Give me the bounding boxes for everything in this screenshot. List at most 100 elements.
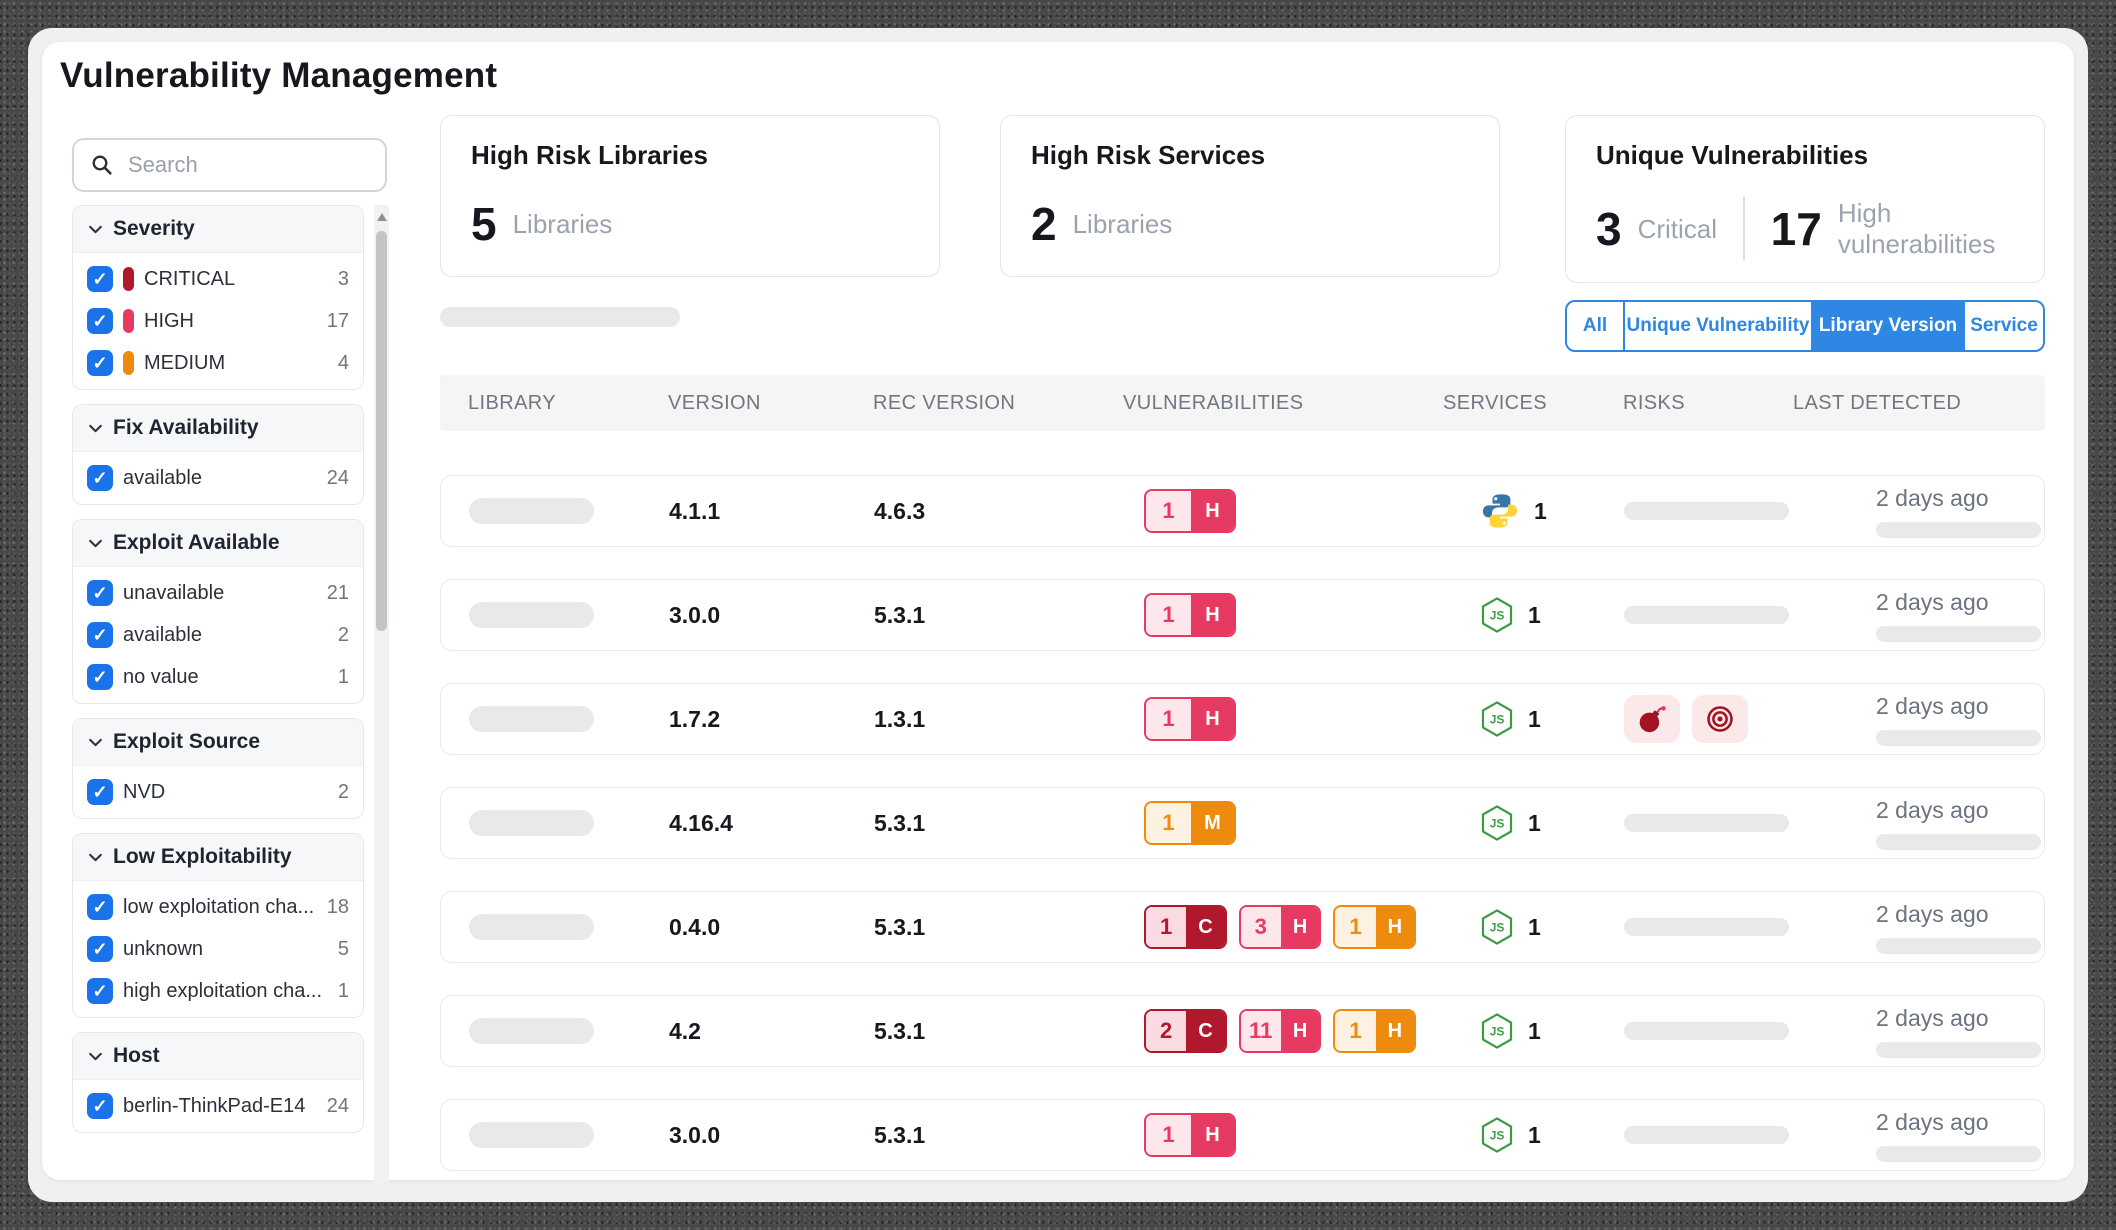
vuln-severity-letter: M	[1191, 803, 1234, 843]
filter-item: ✓ no value 1	[73, 656, 363, 698]
nodejs-icon: JS	[1480, 596, 1514, 634]
table-row[interactable]: 1.7.2 1.3.1 1 H JS 1 2 days ago	[440, 683, 2045, 755]
scrollbar-thumb[interactable]	[376, 231, 387, 631]
checkbox-checked[interactable]: ✓	[87, 266, 113, 292]
version-cell: 4.2	[669, 1017, 701, 1044]
high-risk-services-card: High Risk Services 2 Libraries	[1000, 115, 1500, 277]
risks-cell	[1596, 695, 1766, 743]
filter-item-label: unknown	[123, 937, 204, 960]
table-row[interactable]: 3.0.0 5.3.1 1 H JS 1 2 days ago	[440, 579, 2045, 651]
vulnerability-badge-high: 1 H	[1144, 1113, 1236, 1157]
severity-pill	[123, 267, 134, 291]
checkbox-checked[interactable]: ✓	[87, 1093, 113, 1119]
last-detected-skeleton	[1876, 625, 2041, 642]
rec-version-cell: 5.3.1	[874, 809, 926, 836]
high-risk-libraries-card: High Risk Libraries 5 Libraries	[440, 115, 940, 277]
filter-section-header[interactable]: Fix Availability	[73, 405, 363, 452]
checkbox-checked[interactable]: ✓	[87, 622, 113, 648]
vulnerabilities-cell: 1 H	[1096, 593, 1416, 637]
vulnerability-badge-critical: 2 C	[1144, 1009, 1227, 1053]
card-value: 5	[471, 198, 497, 250]
vuln-count: 3	[1240, 907, 1281, 947]
filter-section-header[interactable]: Host	[73, 1033, 363, 1080]
card-title: Unique Vulnerabilities	[1596, 140, 1869, 170]
filter-section-header[interactable]: Low Exploitability	[73, 834, 363, 881]
filter-item-count: 3	[337, 267, 349, 290]
nodejs-icon: JS	[1480, 700, 1514, 738]
filter-section-header[interactable]: Severity	[73, 206, 363, 253]
filter-scrollbar[interactable]	[374, 205, 389, 1183]
last-detected-skeleton	[1876, 833, 2041, 850]
search-icon	[90, 153, 114, 177]
filter-section-header[interactable]: Exploit Source	[73, 719, 363, 766]
table-row[interactable]: 0.4.0 5.3.1 1 C 3 H 1 H JS 1 2 days ago	[440, 891, 2045, 963]
service-count: 1	[1534, 497, 1547, 524]
risks-cell	[1596, 814, 1789, 832]
filter-item: ✓ berlin-ThinkPad-E14 24	[73, 1085, 363, 1127]
service-count: 1	[1528, 809, 1541, 836]
filter-item-label: MEDIUM	[144, 351, 226, 374]
table-row[interactable]: 4.1.1 4.6.3 1 H 1 2 days ago	[440, 475, 2045, 547]
risk-skeleton	[1624, 1126, 1789, 1144]
library-cell	[441, 810, 641, 836]
severity-pill	[123, 351, 134, 375]
service-count: 1	[1528, 601, 1541, 628]
rec-version-cell: 1.3.1	[874, 705, 926, 732]
tab-library-version[interactable]: Library Version	[1811, 302, 1963, 350]
filter-item-label: berlin-ThinkPad-E14	[123, 1094, 306, 1117]
table-row[interactable]: 3.0.0 5.3.1 1 H JS 1 2 days ago	[440, 1099, 2045, 1171]
vuln-count: 1	[1335, 907, 1376, 947]
last-detected-text: 2 days ago	[1876, 692, 1989, 719]
last-detected-text: 2 days ago	[1876, 1108, 1989, 1135]
svg-text:JS: JS	[1490, 921, 1505, 935]
checkbox-checked[interactable]: ✓	[87, 936, 113, 962]
chevron-down-icon	[87, 420, 104, 437]
version-cell: 4.16.4	[669, 809, 733, 836]
table-row[interactable]: 4.16.4 5.3.1 1 M JS 1 2 days ago	[440, 787, 2045, 859]
checkbox-checked[interactable]: ✓	[87, 978, 113, 1004]
card-unit: Libraries	[512, 208, 613, 239]
vuln-count: 2	[1146, 1011, 1187, 1051]
checkbox-checked[interactable]: ✓	[87, 308, 113, 334]
checkbox-checked[interactable]: ✓	[87, 894, 113, 920]
filter-item-label: HIGH	[144, 309, 194, 332]
critical-count: 3	[1596, 203, 1622, 255]
tab-unique-vulnerability[interactable]: Unique Vulnerability	[1623, 302, 1811, 350]
library-name-skeleton	[469, 1018, 594, 1044]
filter-item: ✓ available 24	[73, 457, 363, 499]
checkbox-checked[interactable]: ✓	[87, 580, 113, 606]
vulnerabilities-cell: 1 H	[1096, 1113, 1416, 1157]
filter-section-header[interactable]: Exploit Available	[73, 520, 363, 567]
vuln-severity-letter: H	[1375, 907, 1415, 947]
filter-item-count: 24	[326, 1094, 349, 1117]
checkbox-checked[interactable]: ✓	[87, 350, 113, 376]
filter-section-title: Fix Availability	[113, 416, 259, 439]
risk-skeleton	[1624, 814, 1789, 832]
filter-item: ✓ high exploitation cha... 1	[73, 970, 363, 1012]
vuln-severity-letter: H	[1191, 1115, 1234, 1155]
chevron-down-icon	[87, 849, 104, 866]
checkbox-checked[interactable]: ✓	[87, 779, 113, 805]
tab-all[interactable]: All	[1582, 315, 1608, 336]
last-detected-text: 2 days ago	[1876, 796, 1989, 823]
last-detected-cell: 2 days ago	[1766, 1109, 2046, 1162]
vulnerability-badge-high: 1 H	[1144, 593, 1236, 637]
filter-item-count: 18	[326, 895, 349, 918]
scroll-up-arrow[interactable]	[377, 213, 387, 221]
checkbox-checked[interactable]: ✓	[87, 664, 113, 690]
tab-service[interactable]: Service	[1963, 302, 2043, 350]
vuln-severity-letter: H	[1375, 1011, 1415, 1051]
table-body: 4.1.1 4.6.3 1 H 1 2 days ago 3.0.0 5.3.1…	[440, 475, 2045, 1202]
filter-section-exploit-source: Exploit Source ✓ NVD 2	[72, 718, 364, 819]
filter-item-count: 1	[337, 665, 349, 688]
vulnerability-badge-medium: 1 H	[1333, 905, 1417, 949]
services-cell: JS 1	[1416, 1012, 1596, 1050]
filter-section-fix-availability: Fix Availability ✓ available 24	[72, 404, 364, 505]
risk-skeleton	[1624, 1022, 1789, 1040]
table-row[interactable]: 4.2 5.3.1 2 C 11 H 1 H JS 1 2 days ago	[440, 995, 2045, 1067]
checkbox-checked[interactable]: ✓	[87, 465, 113, 491]
filter-item-count: 24	[326, 466, 349, 489]
risks-cell	[1596, 606, 1789, 624]
search-input[interactable]	[126, 151, 369, 179]
vuln-severity-letter: H	[1280, 1011, 1320, 1051]
